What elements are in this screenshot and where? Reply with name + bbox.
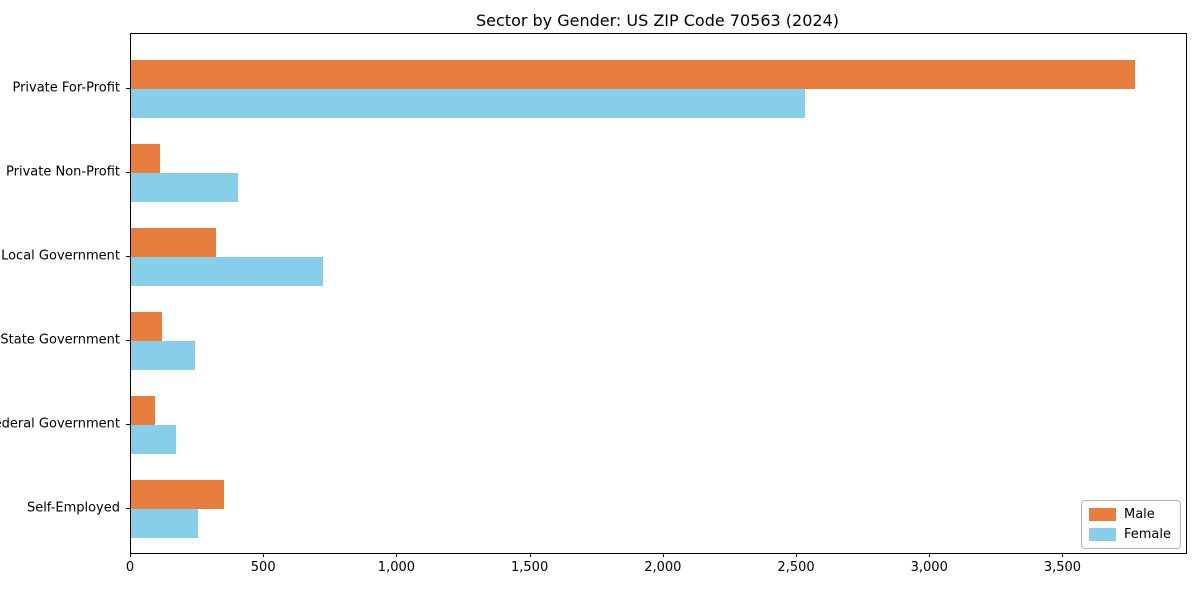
x-tick-label: 2,000 (644, 560, 682, 575)
legend-label: Male (1123, 507, 1155, 522)
x-tick-mark (396, 553, 398, 557)
legend-label: Female (1123, 527, 1171, 542)
x-tick-mark (929, 553, 931, 557)
x-tick-label: 3,000 (910, 560, 948, 575)
legend: Male Female (1080, 500, 1181, 549)
bar-male-2 (131, 144, 161, 173)
x-tick-label: 2,500 (777, 560, 815, 575)
y-tick-label: Local Government (1, 248, 120, 264)
plot-area: Male Female (130, 33, 1187, 554)
legend-swatch-male (1088, 508, 1116, 521)
bar-female-2 (131, 173, 238, 202)
y-tick-mark (126, 424, 130, 425)
x-tick-mark (796, 553, 798, 557)
x-tick-label: 1,500 (511, 560, 549, 575)
y-tick-label: Federal Government (0, 416, 120, 432)
y-tick-label: State Government (0, 332, 120, 348)
x-tick-mark (263, 553, 265, 557)
y-tick-mark (126, 340, 130, 341)
y-tick-mark (126, 508, 130, 509)
legend-swatch-female (1088, 528, 1116, 541)
y-tick-mark (126, 172, 130, 173)
bar-female-5 (131, 425, 177, 454)
y-axis: Private For-Profit Private Non-Profit Loca… (0, 33, 130, 552)
y-tick-label: Self-Employed (26, 500, 120, 516)
x-tick-label: 3,500 (1043, 560, 1082, 575)
x-tick-label: 1,000 (377, 560, 416, 575)
x-tick-mark (130, 553, 131, 557)
bar-male-6 (131, 480, 225, 509)
x-tick-mark (662, 553, 664, 557)
bar-male-4 (131, 312, 162, 341)
bar-female-3 (131, 257, 323, 286)
y-tick-mark (126, 256, 130, 257)
y-tick-label: Private Non-Profit (6, 164, 120, 180)
bar-male-3 (131, 228, 217, 257)
legend-item-female: Female (1088, 527, 1171, 542)
x-tick-label: 0 (125, 560, 135, 575)
legend-item-male: Male (1088, 507, 1171, 522)
bar-female-6 (131, 509, 198, 538)
bar-male-5 (131, 396, 155, 425)
x-tick-mark (529, 553, 531, 557)
y-tick-label: Private For-Profit (12, 80, 120, 96)
chart-title: Sector by Gender: US ZIP Code 70563 (202… (476, 11, 839, 30)
bar-male-1 (131, 60, 1136, 89)
bar-female-4 (131, 341, 195, 370)
y-tick-mark (126, 88, 130, 89)
x-axis: 0 500 1,000 1,500 2,000 2,500 3,000 3,500 (126, 553, 1185, 593)
x-tick-label: 500 (250, 560, 276, 575)
bar-female-1 (131, 89, 806, 118)
x-tick-mark (1062, 553, 1064, 557)
